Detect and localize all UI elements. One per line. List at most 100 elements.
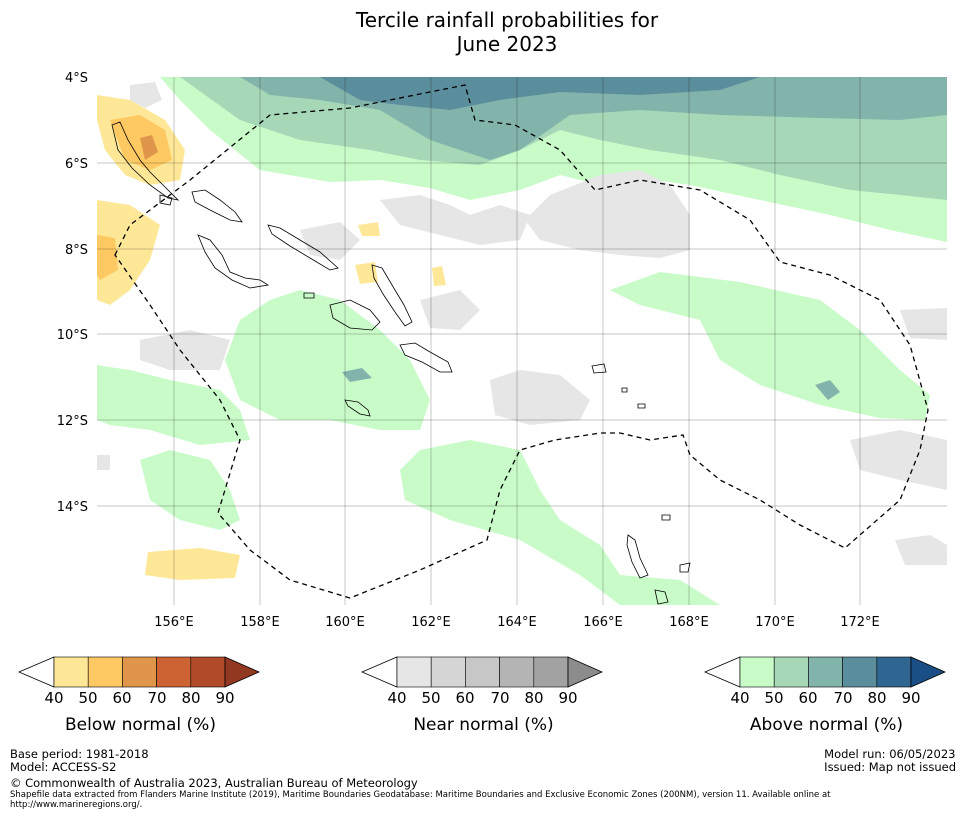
model-run: Model run: 06/05/2023 [824,747,956,761]
tick-40: 40 [44,689,64,707]
above-normal-patch-center [342,368,372,382]
small-island-5 [303,292,315,299]
issued-status: Issued: Map not issued [824,760,956,774]
tick-80: 80 [524,689,544,707]
small-island-4 [679,562,691,573]
lon-label-164e: 164°E [497,615,537,630]
choiseul-island [191,189,243,223]
title-line-2: June 2023 [456,32,558,56]
lat-label-12s: 12°S [57,414,88,429]
colorbar-extension-low [361,656,398,688]
colorbar-below-normal [18,656,260,688]
tick-60: 60 [455,689,475,707]
title-line-1: Tercile rainfall probabilities for [355,8,659,32]
colorbar-extension-high [567,656,603,688]
tick-50: 50 [764,689,784,707]
lon-label-156e: 156°E [154,615,194,630]
lon-label-160e: 160°E [325,615,365,630]
near-normal-region-se [850,430,947,490]
tick-70: 70 [490,689,510,707]
colorbar-extension-low [18,656,55,688]
near-normal-region-upper-left [130,82,162,108]
tick-80: 80 [181,689,201,707]
colorbar-segment [876,656,912,688]
above-normal-region-south [400,440,720,605]
santa-cruz-island [591,363,607,374]
malaita-island [371,264,413,327]
tick-90: 90 [215,689,235,707]
colorbar-above-normal [704,656,946,688]
lat-label-10s: 10°S [57,328,88,343]
tick-50: 50 [78,689,98,707]
colorbar-extension-low [704,656,741,688]
tick-80: 80 [867,689,887,707]
small-island-2 [637,403,646,409]
caption-near-normal: Near normal (%) [413,715,554,735]
above-normal-region-southwest [140,450,240,530]
near-normal-region-center [300,222,360,260]
santa-isabel-island [267,224,339,271]
colorbar-segment [842,656,878,688]
model-name: Model: ACCESS-S2 [10,760,117,774]
colorbar-segment [465,656,500,688]
bougainville-island [111,121,180,201]
lon-label-166e: 166°E [583,615,623,630]
below-normal-patch-2 [432,266,446,286]
footer-right: Model run: 06/05/2023 Issued: Map not is… [824,748,956,774]
map-gridlines [97,77,947,605]
near-normal-region-se2 [895,535,947,565]
island-coastlines [111,121,691,605]
near-normal-region-far-east [900,308,947,340]
above-normal-region-west [97,365,250,445]
below-normal-patch-3 [358,222,380,236]
lat-label-14s: 14°S [57,500,88,515]
colorbar-segment [499,656,535,688]
colorbar-segment [808,656,843,688]
caption-above-normal: Above normal (%) [749,715,904,735]
copyright: © Commonwealth of Australia 2023, Austra… [10,776,418,790]
colorbar-near-normal [361,656,603,688]
below-normal-region-west [97,200,160,305]
new-georgia-islands [197,234,270,289]
near-normal-region-mid [380,195,530,245]
colorbar-segment [156,656,192,688]
lat-label-6s: 6°S [65,157,88,172]
longitude-labels: 156°E 158°E 160°E 162°E 164°E 166°E 168°… [154,615,880,630]
lat-label-8s: 8°S [65,243,88,258]
tick-40: 40 [730,689,750,707]
legend-near-normal: 40 50 60 70 80 90 Near normal (%) [361,655,606,735]
tick-50: 50 [421,689,441,707]
lon-label-162e: 162°E [411,615,451,630]
near-normal-region-east [525,170,690,258]
caption-below-normal: Below normal (%) [65,715,216,735]
tick-90: 90 [558,689,578,707]
tick-60: 60 [798,689,818,707]
legend-above-normal: 40 50 60 70 80 90 Above normal (%) [704,655,949,735]
above-normal-region-center [225,290,430,430]
makira-island [399,342,453,373]
malakula-island [654,589,669,605]
colorbar-segment [396,656,432,688]
small-island-6 [159,194,173,206]
colorbar-segment [53,656,89,688]
lon-label-158e: 158°E [240,615,280,630]
tick-70: 70 [147,689,167,707]
footer-left: Base period: 1981-2018 Model: ACCESS-S2 [10,748,149,774]
colorbar-segment [773,656,809,688]
shapefile-credit: Shapefile data extracted from Flanders M… [10,790,950,810]
near-normal-region-west-small [97,455,110,470]
near-normal-region-lower-mid [420,290,480,330]
below-normal-band-70 [140,135,158,160]
tick-90: 90 [901,689,921,707]
above-normal-region-east [610,272,930,420]
base-period: Base period: 1981-2018 [10,747,149,761]
below-normal-band-60 [110,115,172,170]
colorbar-segment [87,656,123,688]
above-normal-band-80 [320,77,760,110]
small-island-3 [661,514,671,521]
colorbar-segment [122,656,157,688]
below-normal-band-west-60 [97,235,118,280]
tick-40: 40 [387,689,407,707]
espiritu-santo-island [626,534,649,579]
lat-label-4s: 4°S [65,71,88,86]
